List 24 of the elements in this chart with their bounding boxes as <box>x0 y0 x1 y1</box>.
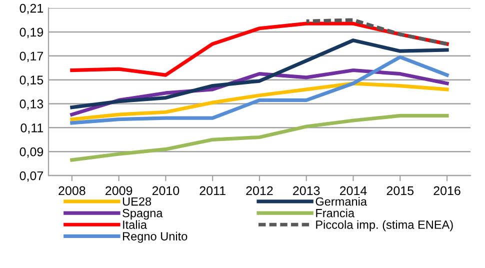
x-tick-label: 2008 <box>58 186 86 196</box>
y-tick-label: 0,09 <box>20 147 44 158</box>
legend-label: Italia <box>123 220 147 229</box>
x-tick-label: 2009 <box>106 186 132 196</box>
y-tick-label: 0,07 <box>20 171 44 182</box>
legend-label: Germania <box>316 197 367 206</box>
y-tick-label: 0,19 <box>20 28 44 38</box>
x-tick-label: 2016 <box>434 186 460 196</box>
y-tick-label: 0,13 <box>20 100 44 110</box>
legend-label: UE28 <box>122 197 152 206</box>
legend-label: Spagna <box>122 208 163 220</box>
x-tick-label: 2011 <box>200 186 226 196</box>
x-tick-label: 2015 <box>386 186 414 196</box>
y-tick-label: 0,21 <box>20 4 44 14</box>
x-tick-label: 2012 <box>246 186 273 196</box>
y-tick-label: 0,17 <box>20 52 44 62</box>
x-tick-label: 2013 <box>293 186 320 196</box>
x-tick-label: 2010 <box>152 186 180 196</box>
legend-label: Regno Unito <box>123 232 188 243</box>
x-tick-label: 2014 <box>340 186 367 196</box>
y-tick-label: 0,15 <box>20 76 44 86</box>
legend-label: Piccola imp. (stima ENEA) <box>316 220 453 232</box>
legend-label: Francia <box>316 208 355 218</box>
y-tick-label: 0,11 <box>20 123 44 134</box>
